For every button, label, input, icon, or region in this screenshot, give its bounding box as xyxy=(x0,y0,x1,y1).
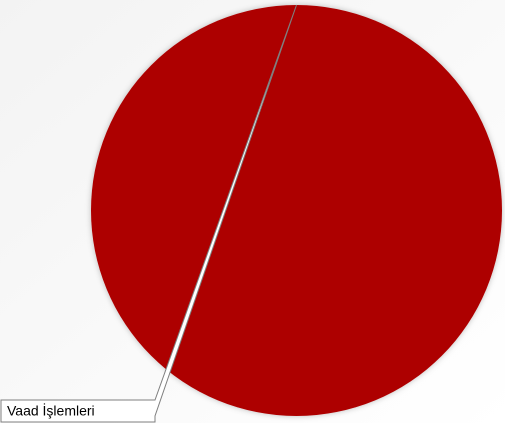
labels: Vaad İşlemleri xyxy=(0,4,297,423)
callout-box xyxy=(0,4,297,423)
pie xyxy=(91,5,502,416)
pie-slice xyxy=(91,5,502,416)
slice-label: Vaad İşlemleri xyxy=(7,402,95,419)
